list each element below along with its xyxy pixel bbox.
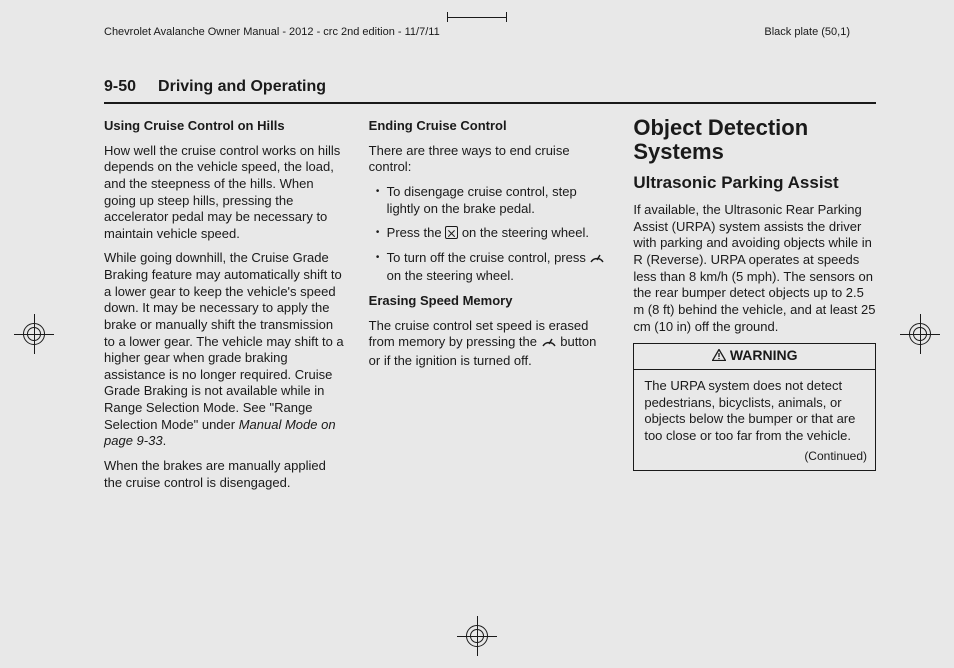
col2-para2: The cruise control set speed is erased f… [369,318,612,370]
col2-bullet-list: • To disengage cruise control, step ligh… [369,184,612,285]
warning-continued: (Continued) [634,449,875,470]
warning-triangle-icon [712,348,726,366]
col3-midheading: Ultrasonic Parking Assist [633,172,876,194]
col3-bigheading: Object Detection Systems [633,116,876,164]
col1-para3: When the brakes are manually applied the… [104,458,347,491]
warning-body: The URPA system does not detect pedestri… [634,370,875,449]
column-3: Object Detection Systems Ultrasonic Park… [633,116,876,499]
bullet3-b: on the steering wheel. [387,268,514,283]
column-2: Ending Cruise Control There are three wa… [369,116,612,499]
list-item: • Press the on the steering wheel. [369,225,612,242]
cancel-icon [445,226,458,239]
section-title: Driving and Operating [158,78,326,96]
registration-mark-left [14,314,54,354]
col1-para2-a: While going downhill, the Cruise Grade B… [104,250,344,431]
warning-box: WARNING The URPA system does not detect … [633,343,876,471]
col2-heading1: Ending Cruise Control [369,118,612,135]
content-columns: Using Cruise Control on Hills How well t… [104,116,876,499]
col2-para1: There are three ways to end cruise contr… [369,143,612,176]
page-number: 9-50 [104,78,136,96]
crop-mark-top [447,12,507,22]
col3-para1: If available, the Ultrasonic Rear Parkin… [633,202,876,335]
bullet1-text: To disengage cruise control, step lightl… [387,184,612,217]
page: Chevrolet Avalanche Owner Manual - 2012 … [0,0,954,668]
bullet-dot: • [369,184,387,217]
col1-heading: Using Cruise Control on Hills [104,118,347,135]
bullet2-a: Press the [387,225,446,240]
bullet3-a: To turn off the cruise control, press [387,250,590,265]
bullet2-text: Press the on the steering wheel. [387,225,612,242]
header-meta-left: Chevrolet Avalanche Owner Manual - 2012 … [104,26,440,38]
header-meta-row: Chevrolet Avalanche Owner Manual - 2012 … [0,26,954,38]
cruise-gauge-icon [589,250,605,269]
list-item: • To disengage cruise control, step ligh… [369,184,612,217]
section-header: 9-50 Driving and Operating [104,78,876,104]
cruise-gauge-icon [541,334,557,353]
list-item: • To turn off the cruise control, press … [369,250,612,285]
col1-para2-c: . [163,433,167,448]
bullet-dot: • [369,225,387,242]
registration-mark-right [900,314,940,354]
column-1: Using Cruise Control on Hills How well t… [104,116,347,499]
bullet-dot: • [369,250,387,285]
bullet2-b: on the steering wheel. [458,225,589,240]
col2-heading2: Erasing Speed Memory [369,293,612,310]
col1-para1: How well the cruise control works on hil… [104,143,347,243]
col1-para2: While going downhill, the Cruise Grade B… [104,250,347,450]
warning-label: WARNING [730,347,798,363]
registration-mark-bottom [457,616,497,656]
warning-title: WARNING [634,344,875,370]
header-meta-right: Black plate (50,1) [764,26,850,38]
bullet3-text: To turn off the cruise control, press on… [387,250,612,285]
